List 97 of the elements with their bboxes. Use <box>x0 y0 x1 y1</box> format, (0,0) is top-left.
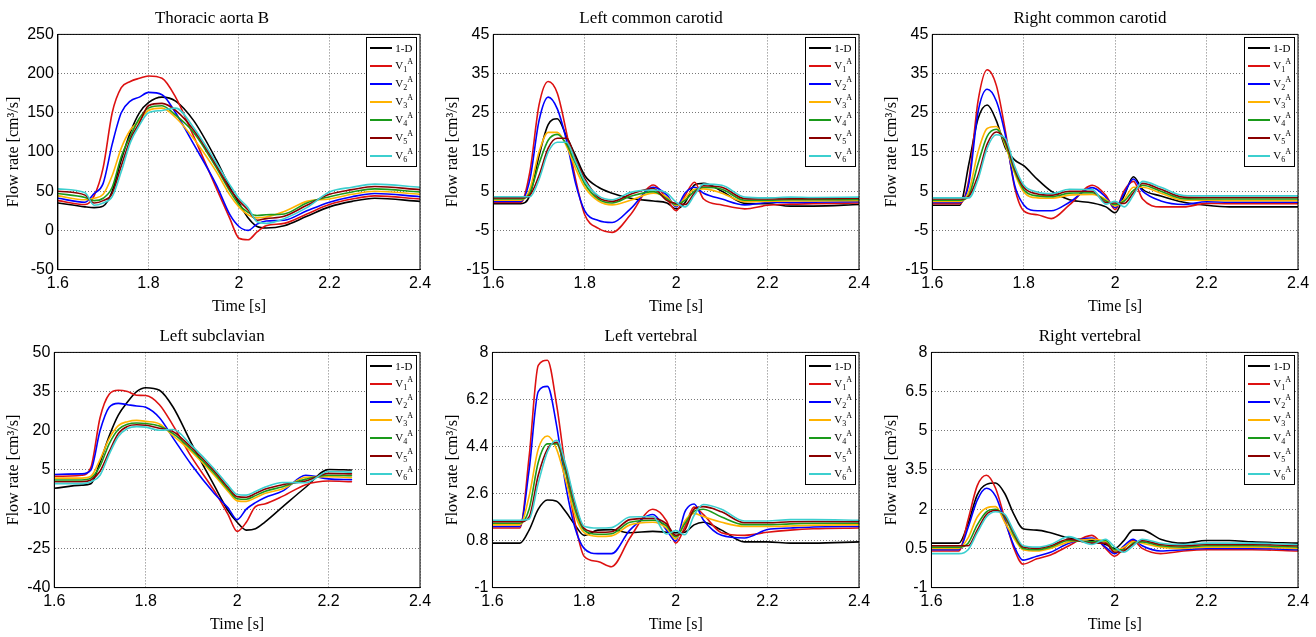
x-tick-label: 1.6 <box>481 591 504 609</box>
y-axis-title: Flow rate [cm³/s] <box>881 96 899 208</box>
line-series <box>492 385 859 555</box>
chart-title: Right common carotid <box>1013 7 1167 27</box>
chart-title: Left common carotid <box>579 7 724 27</box>
chart-title: Left vertebral <box>604 325 698 345</box>
x-tick-label: 1.8 <box>137 273 160 291</box>
x-tick-label: 1.6 <box>46 273 70 291</box>
x-tick-label: 2.2 <box>1195 591 1218 609</box>
y-tick-label: 5 <box>480 181 490 199</box>
y-tick-label: 35 <box>471 64 490 82</box>
x-axis-title: Time [s] <box>211 296 266 314</box>
x-tick-label: 2 <box>671 591 681 609</box>
line-series <box>54 402 353 521</box>
x-tick-label: 2 <box>1110 591 1120 609</box>
y-tick-label: 4.4 <box>466 436 489 454</box>
y-tick-label: 6.5 <box>905 382 928 400</box>
y-axis-title: Flow rate [cm³/s] <box>442 96 460 208</box>
y-tick-label: 5 <box>918 421 928 439</box>
y-axis-title: Flow rate [cm³/s] <box>881 414 899 526</box>
x-tick-label: 2 <box>671 273 681 291</box>
x-axis-title: Time [s] <box>648 614 703 632</box>
y-tick-label: 3.5 <box>905 460 928 478</box>
x-tick-label: 1.8 <box>1012 273 1035 291</box>
x-tick-label: 2.2 <box>756 591 779 609</box>
x-tick-label: 1.8 <box>134 591 157 609</box>
x-tick-label: 2.4 <box>408 273 432 291</box>
x-tick-label: 2.4 <box>847 273 871 291</box>
y-tick-label: 25 <box>471 103 490 121</box>
y-axis-title: Flow rate [cm³/s] <box>3 96 21 208</box>
line-series <box>492 359 859 568</box>
y-tick-label: -25 <box>27 538 51 556</box>
y-tick-label: 35 <box>32 382 51 400</box>
x-tick-label: 2.4 <box>1286 591 1310 609</box>
y-axis-title: Flow rate [cm³/s] <box>442 414 460 526</box>
chart-title: Thoracic aorta B <box>154 7 270 27</box>
y-tick-label: 8 <box>479 342 489 360</box>
legend-label: 1-D <box>834 360 852 373</box>
y-tick-label: 0 <box>44 220 54 238</box>
legend-label: 1-D <box>1273 360 1291 373</box>
legend-label: 1-D <box>1273 42 1291 55</box>
y-tick-label: 35 <box>910 64 929 82</box>
legend-label: 1-D <box>395 360 413 373</box>
y-tick-label: 8 <box>918 342 928 360</box>
x-tick-label: 2.4 <box>847 591 871 609</box>
x-tick-label: 2 <box>1110 273 1120 291</box>
x-tick-label: 1.6 <box>482 273 505 291</box>
y-tick-label: 6.2 <box>466 389 489 407</box>
line-series <box>57 75 420 241</box>
x-axis-title: Time [s] <box>210 614 265 632</box>
y-axis-title: Flow rate [cm³/s] <box>3 414 21 526</box>
x-tick-label: 2 <box>232 591 242 609</box>
x-tick-label: 1.8 <box>572 591 596 609</box>
x-tick-label: 1.6 <box>920 591 943 609</box>
y-tick-label: -5 <box>475 220 490 238</box>
y-tick-label: 250 <box>27 24 54 42</box>
chart-title: Left subclavian <box>159 325 266 345</box>
x-tick-label: 1.6 <box>921 273 944 291</box>
line-series <box>493 96 859 224</box>
legend-label: 1-D <box>395 42 413 55</box>
y-tick-label: 5 <box>41 460 51 478</box>
y-tick-label: 50 <box>32 342 51 360</box>
x-tick-label: 2.2 <box>318 273 341 291</box>
x-axis-title: Time [s] <box>1088 296 1143 314</box>
x-axis-title: Time [s] <box>649 296 704 314</box>
x-tick-label: 1.8 <box>1011 591 1035 609</box>
line-series <box>493 80 859 234</box>
y-tick-label: 0.5 <box>905 538 928 556</box>
y-tick-label: 20 <box>32 421 51 439</box>
y-tick-label: 15 <box>910 142 929 160</box>
y-tick-label: 2 <box>918 499 928 517</box>
x-tick-label: 1.6 <box>43 591 66 609</box>
line-series <box>932 68 1298 220</box>
x-tick-label: 2.2 <box>756 273 779 291</box>
x-tick-label: 2.2 <box>317 591 340 609</box>
line-series <box>931 487 1298 561</box>
x-tick-label: 2.4 <box>1286 273 1310 291</box>
x-axis-title: Time [s] <box>1087 614 1142 632</box>
y-tick-label: 50 <box>36 181 54 199</box>
y-tick-label: 200 <box>27 64 54 82</box>
legend-label: 1-D <box>834 42 852 55</box>
y-tick-label: 100 <box>27 142 54 160</box>
y-tick-label: 0.8 <box>466 530 489 548</box>
y-tick-label: -10 <box>27 499 51 517</box>
y-tick-label: 150 <box>27 103 54 121</box>
chart-title: Right vertebral <box>1038 325 1142 345</box>
x-tick-label: 2 <box>234 273 244 291</box>
y-tick-label: 45 <box>471 24 490 42</box>
y-tick-label: 2.6 <box>466 483 489 501</box>
y-tick-label: -5 <box>914 220 929 238</box>
y-tick-label: 45 <box>910 24 929 42</box>
y-tick-label: 15 <box>471 142 490 160</box>
y-tick-label: 5 <box>919 181 929 199</box>
x-tick-label: 2.2 <box>1195 273 1218 291</box>
y-tick-label: 25 <box>910 103 929 121</box>
x-tick-label: 2.4 <box>408 591 432 609</box>
x-tick-label: 1.8 <box>573 273 596 291</box>
